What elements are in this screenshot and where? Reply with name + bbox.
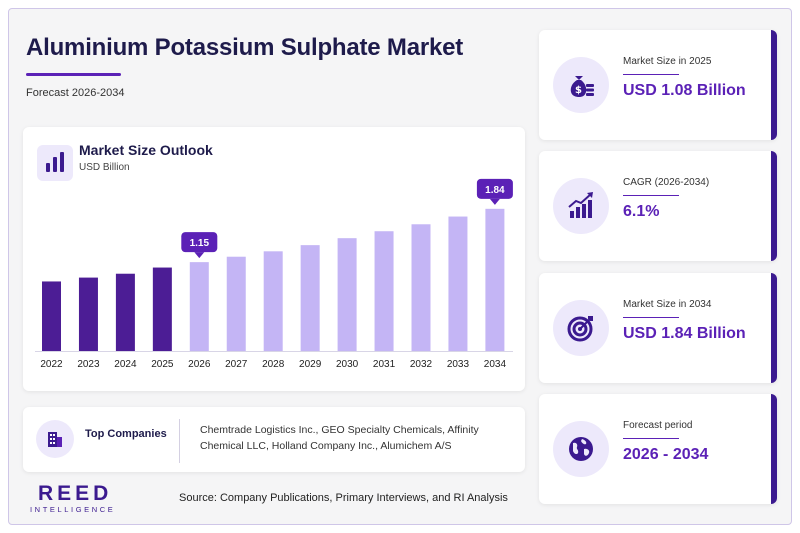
stat-divider — [623, 74, 679, 75]
stat-divider — [623, 195, 679, 196]
stat-value: USD 1.08 Billion — [623, 82, 746, 99]
bar-2030 — [337, 238, 357, 351]
svg-text:$: $ — [575, 85, 582, 96]
data-label-2026: 1.15 — [181, 232, 218, 259]
target-icon — [553, 300, 609, 356]
stat-card-forecast-period: Forecast period 2026 - 2034 — [539, 394, 777, 504]
chart-title: Market Size Outlook — [79, 142, 213, 158]
x-tick-label: 2028 — [262, 359, 285, 370]
bar-chart-icon — [37, 145, 73, 181]
bar-2033 — [448, 216, 468, 351]
bar-2022 — [42, 281, 61, 351]
stat-divider — [623, 317, 679, 318]
stat-divider — [623, 438, 679, 439]
growth-chart-icon — [553, 178, 609, 234]
svg-text:1.15: 1.15 — [190, 238, 210, 249]
x-tick-label: 2030 — [336, 359, 359, 370]
x-tick-label: 2033 — [447, 359, 470, 370]
bar-2032 — [411, 224, 431, 351]
globe-icon — [553, 421, 609, 477]
x-tick-label: 2027 — [225, 359, 248, 370]
bar-2024 — [115, 273, 135, 351]
building-icon — [36, 420, 74, 458]
x-tick-label: 2029 — [299, 359, 322, 370]
x-tick-label: 2034 — [484, 359, 507, 370]
bar-2027 — [226, 256, 246, 351]
x-tick-label: 2022 — [40, 359, 63, 370]
x-tick-label: 2031 — [373, 359, 396, 370]
page-title: Aluminium Potassium Sulphate Market — [26, 34, 464, 61]
bar-2034 — [485, 208, 505, 351]
x-tick-label: 2026 — [188, 359, 211, 370]
page-subtitle: Forecast 2026-2034 — [26, 87, 125, 99]
bar-2026 — [189, 262, 209, 351]
money-bag-icon: $ — [553, 57, 609, 113]
top-companies-label: Top Companies — [85, 428, 167, 440]
bar-2028 — [263, 251, 283, 351]
stat-value: 6.1% — [623, 203, 660, 220]
stat-label: Market Size in 2034 — [623, 299, 712, 310]
source-note: Source: Company Publications, Primary In… — [179, 492, 508, 504]
stat-value: 2026 - 2034 — [623, 446, 709, 463]
svg-text:1.84: 1.84 — [485, 185, 505, 196]
bar-2023 — [78, 277, 98, 351]
logo-main: REED — [38, 482, 113, 505]
divider — [179, 419, 180, 463]
market-size-chart-card: Market Size Outlook USD Billion 2022 2023… — [23, 127, 525, 391]
stat-label: Forecast period — [623, 420, 693, 431]
x-tick-label: 2032 — [410, 359, 433, 370]
bar-2025 — [152, 267, 172, 351]
x-tick-label: 2023 — [77, 359, 100, 370]
x-tick-label: 2024 — [114, 359, 137, 370]
chart-unit: USD Billion — [79, 162, 130, 173]
stat-label: Market Size in 2025 — [623, 56, 712, 67]
bar-2029 — [300, 245, 320, 351]
top-companies-list: Chemtrade Logistics Inc., GEO Specialty … — [200, 424, 479, 452]
title-underline — [26, 73, 121, 76]
bar-2031 — [374, 231, 394, 351]
stat-card-market-size-2034: Market Size in 2034 USD 1.84 Billion — [539, 273, 777, 383]
stat-card-cagr: CAGR (2026-2034) 6.1% — [539, 151, 777, 261]
stat-value: USD 1.84 Billion — [623, 325, 746, 342]
top-companies-card: Top Companies Chemtrade Logistics Inc., … — [23, 407, 525, 472]
logo-sub: INTELLIGENCE — [30, 505, 116, 514]
x-tick-label: 2025 — [151, 359, 174, 370]
bar-chart: 2022 2023 2024 2025 2026 2027 2028 2029 2030 2031… — [35, 178, 513, 370]
data-label-2034: 1.84 — [476, 178, 513, 205]
stat-label: CAGR (2026-2034) — [623, 177, 710, 188]
stat-card-market-size-2025: $ Market Size in 2025 USD 1.08 Billion — [539, 30, 777, 140]
